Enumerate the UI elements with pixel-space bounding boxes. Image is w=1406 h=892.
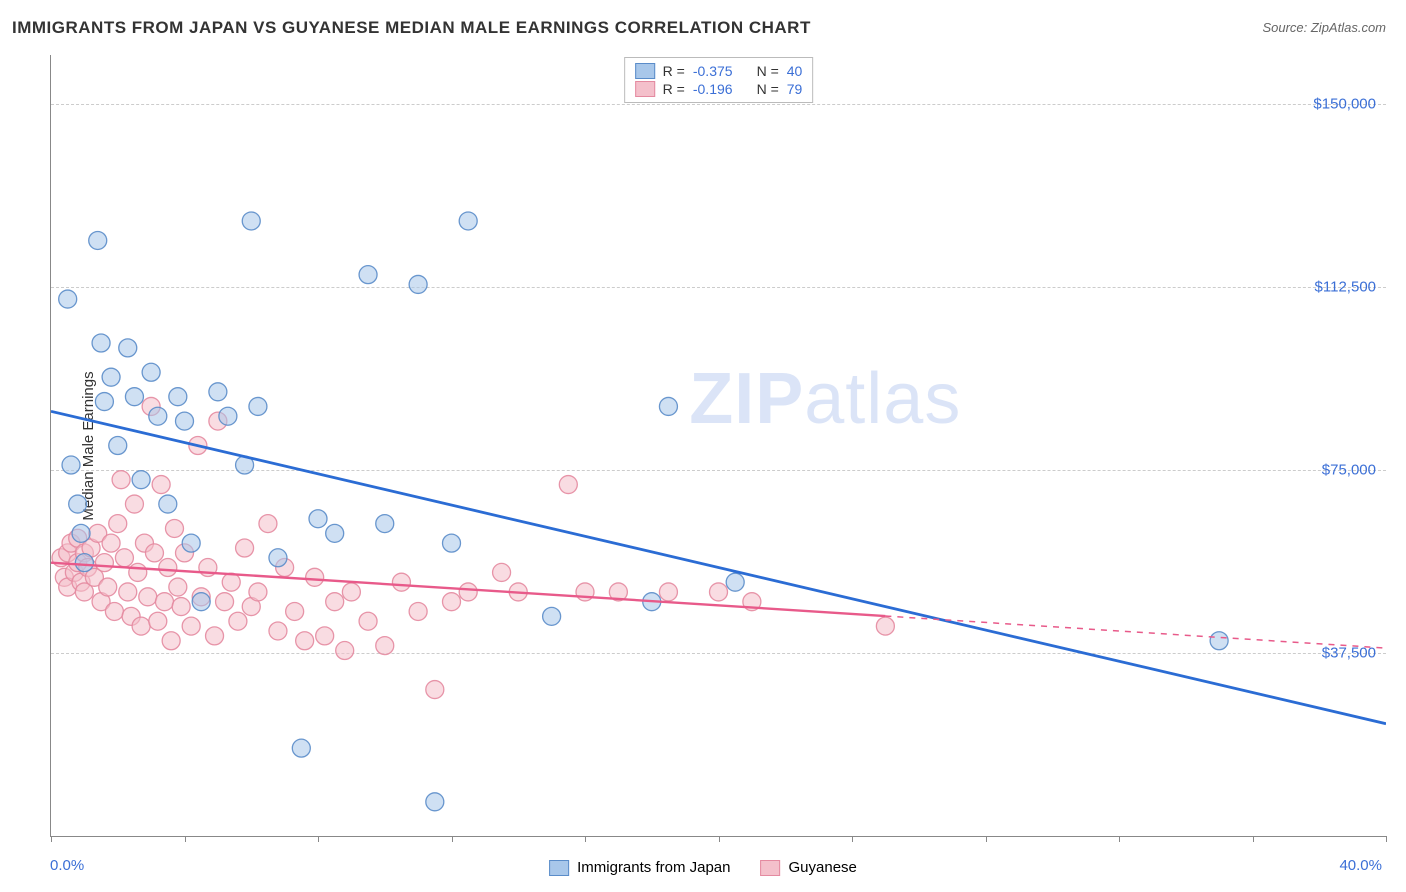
x-tick [185,836,186,842]
legend-n-value-1: 40 [787,63,803,79]
x-tick [585,836,586,842]
x-tick [719,836,720,842]
legend-stats-row-2: R = -0.196 N = 79 [635,80,803,98]
legend-label-guyanese: Guyanese [789,859,857,876]
x-tick [51,836,52,842]
legend-item-guyanese: Guyanese [761,859,857,876]
legend-swatch-guyanese [761,860,781,876]
legend-r-label: R = [663,63,685,79]
legend-r-label: R = [663,81,685,97]
legend-stats: R = -0.375 N = 40 R = -0.196 N = 79 [624,57,814,103]
legend-series: Immigrants from Japan Guyanese [549,859,857,876]
legend-r-value-1: -0.375 [693,63,733,79]
source-label: Source: ZipAtlas.com [1262,20,1386,35]
legend-swatch-japan [635,63,655,79]
legend-label-japan: Immigrants from Japan [577,859,730,876]
legend-n-label: N = [757,63,779,79]
chart-title: IMMIGRANTS FROM JAPAN VS GUYANESE MEDIAN… [12,18,811,38]
x-tick [1386,836,1387,842]
x-tick [1119,836,1120,842]
legend-item-japan: Immigrants from Japan [549,859,730,876]
x-tick [1253,836,1254,842]
legend-n-value-2: 79 [787,81,803,97]
legend-stats-row-1: R = -0.375 N = 40 [635,62,803,80]
legend-swatch-japan [549,860,569,876]
scatter-plot [51,55,1386,836]
x-tick [318,836,319,842]
x-tick [986,836,987,842]
legend-swatch-guyanese [635,81,655,97]
x-axis-max-label: 40.0% [1339,857,1382,874]
x-tick [452,836,453,842]
legend-n-label: N = [757,81,779,97]
chart-area: ZIPatlas R = -0.375 N = 40 R = -0.196 N … [50,55,1386,837]
x-axis-min-label: 0.0% [50,857,84,874]
legend-r-value-2: -0.196 [693,81,733,97]
x-tick [852,836,853,842]
